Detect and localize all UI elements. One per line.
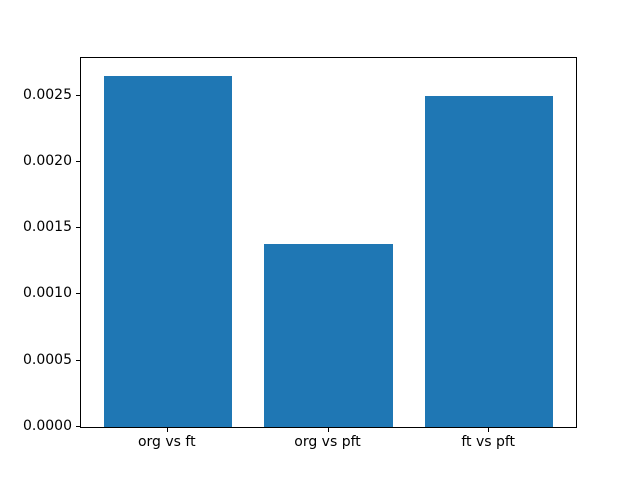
x-tick-mark (327, 428, 329, 432)
y-tick-label: 0.0015 (23, 219, 72, 236)
x-tick-mark (488, 428, 490, 432)
y-tick-label: 0.0000 (23, 418, 72, 434)
x-tick-label-org-vs-ft: org vs ft (137, 434, 196, 450)
y-tick-mark (76, 94, 80, 96)
x-tick-label-org-vs-pft: org vs pft (294, 434, 361, 450)
y-tick-label: 0.0025 (23, 86, 72, 103)
bar-ft-vs-pft (424, 95, 554, 427)
y-tick-label: 0.0005 (23, 351, 72, 368)
bar-org-vs-ft (103, 75, 233, 427)
y-tick-mark (76, 359, 80, 361)
y-tick-mark (76, 293, 80, 295)
plot-area (80, 57, 577, 428)
x-tick-mark (166, 428, 168, 432)
y-tick-label: 0.0020 (23, 152, 72, 169)
y-tick-mark (76, 227, 80, 229)
y-tick-mark (76, 426, 80, 427)
bar-org-vs-pft (264, 244, 393, 427)
x-tick-label-ft-vs-pft: ft vs pft (461, 434, 516, 450)
y-tick-mark (76, 160, 80, 162)
y-tick-label: 0.0010 (23, 285, 72, 302)
